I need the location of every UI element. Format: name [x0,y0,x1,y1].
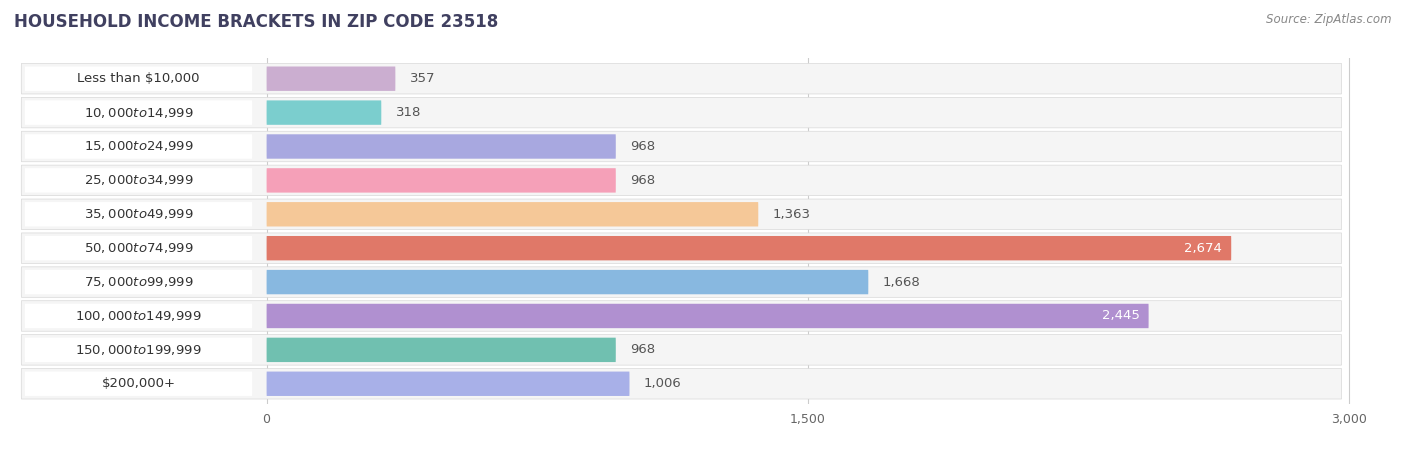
FancyBboxPatch shape [25,101,252,125]
Text: $10,000 to $14,999: $10,000 to $14,999 [84,106,194,119]
Text: 968: 968 [630,174,655,187]
FancyBboxPatch shape [267,134,616,158]
FancyBboxPatch shape [25,270,252,294]
Text: $35,000 to $49,999: $35,000 to $49,999 [84,207,194,221]
Text: 357: 357 [409,72,436,85]
FancyBboxPatch shape [267,168,616,193]
Text: HOUSEHOLD INCOME BRACKETS IN ZIP CODE 23518: HOUSEHOLD INCOME BRACKETS IN ZIP CODE 23… [14,13,498,31]
Text: 968: 968 [630,140,655,153]
FancyBboxPatch shape [267,338,616,362]
Text: 2,674: 2,674 [1184,242,1222,255]
Text: 968: 968 [630,343,655,357]
FancyBboxPatch shape [25,372,252,396]
FancyBboxPatch shape [267,66,395,91]
FancyBboxPatch shape [25,338,252,362]
FancyBboxPatch shape [25,168,252,193]
FancyBboxPatch shape [21,97,1341,128]
FancyBboxPatch shape [21,369,1341,399]
FancyBboxPatch shape [25,304,252,328]
Text: 2,445: 2,445 [1102,309,1140,322]
FancyBboxPatch shape [21,233,1341,264]
Text: 1,363: 1,363 [773,208,811,221]
FancyBboxPatch shape [25,66,252,91]
FancyBboxPatch shape [21,199,1341,229]
FancyBboxPatch shape [21,335,1341,365]
Text: $15,000 to $24,999: $15,000 to $24,999 [84,140,194,154]
FancyBboxPatch shape [21,165,1341,196]
FancyBboxPatch shape [21,63,1341,94]
FancyBboxPatch shape [267,270,869,294]
FancyBboxPatch shape [25,202,252,226]
Text: $200,000+: $200,000+ [101,377,176,390]
Text: $50,000 to $74,999: $50,000 to $74,999 [84,241,194,255]
Text: Source: ZipAtlas.com: Source: ZipAtlas.com [1267,13,1392,26]
Text: $150,000 to $199,999: $150,000 to $199,999 [76,343,202,357]
FancyBboxPatch shape [267,236,1232,260]
FancyBboxPatch shape [21,267,1341,297]
FancyBboxPatch shape [25,134,252,158]
Text: 1,668: 1,668 [883,276,921,289]
Text: 318: 318 [395,106,422,119]
FancyBboxPatch shape [21,131,1341,162]
FancyBboxPatch shape [267,202,758,226]
Text: $100,000 to $149,999: $100,000 to $149,999 [76,309,202,323]
FancyBboxPatch shape [25,236,252,260]
Text: 1,006: 1,006 [644,377,682,390]
FancyBboxPatch shape [267,372,630,396]
FancyBboxPatch shape [21,301,1341,331]
Text: $75,000 to $99,999: $75,000 to $99,999 [84,275,194,289]
Text: $25,000 to $34,999: $25,000 to $34,999 [84,173,194,187]
FancyBboxPatch shape [267,101,381,125]
FancyBboxPatch shape [267,304,1149,328]
Text: Less than $10,000: Less than $10,000 [77,72,200,85]
